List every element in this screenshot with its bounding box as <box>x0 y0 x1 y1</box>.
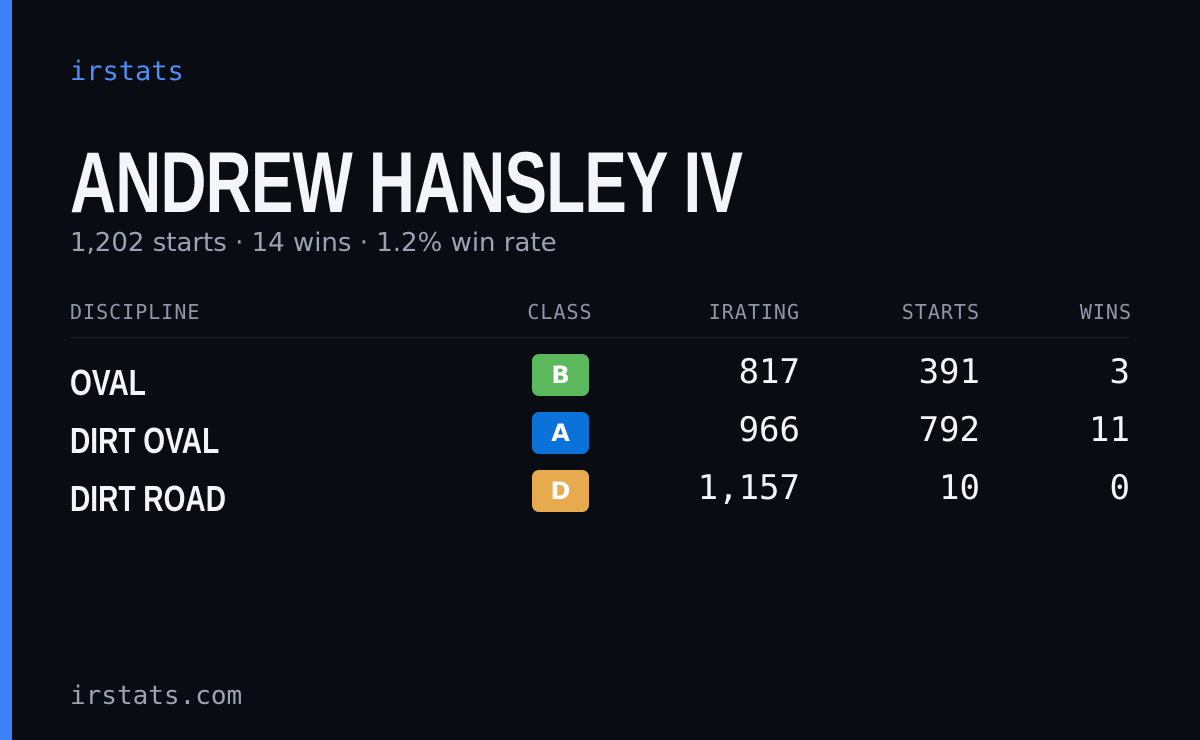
header-starts: STARTS <box>901 300 980 324</box>
discipline: DIRT ROAD <box>70 478 226 519</box>
header-class: CLASS <box>527 300 593 324</box>
starts: 10 <box>939 468 980 508</box>
driver-name: ANDREW HANSLEY IV <box>70 135 743 231</box>
wins: 11 <box>1089 410 1130 450</box>
class-badge: B <box>532 354 589 396</box>
starts: 792 <box>918 410 980 450</box>
discipline: OVAL <box>70 362 146 403</box>
irating: 1,157 <box>697 468 800 508</box>
class-badge: D <box>532 470 589 512</box>
wins: 0 <box>1109 468 1130 508</box>
driver-summary: 1,202 starts · 14 wins · 1.2% win rate <box>70 228 557 258</box>
accent-bar <box>0 0 12 740</box>
class-badge: A <box>532 412 589 454</box>
header-wins: WINS <box>1079 300 1132 324</box>
header-discipline: DISCIPLINE <box>70 300 201 324</box>
irating: 817 <box>738 352 800 392</box>
footer: irstats.com <box>70 681 243 711</box>
starts: 391 <box>918 352 980 392</box>
discipline: DIRT OVAL <box>70 420 220 461</box>
brand: irstats <box>70 56 184 87</box>
header-irating: IRATING <box>708 300 800 324</box>
header-rule <box>70 337 1130 338</box>
irating: 966 <box>738 410 800 450</box>
wins: 3 <box>1109 352 1130 392</box>
